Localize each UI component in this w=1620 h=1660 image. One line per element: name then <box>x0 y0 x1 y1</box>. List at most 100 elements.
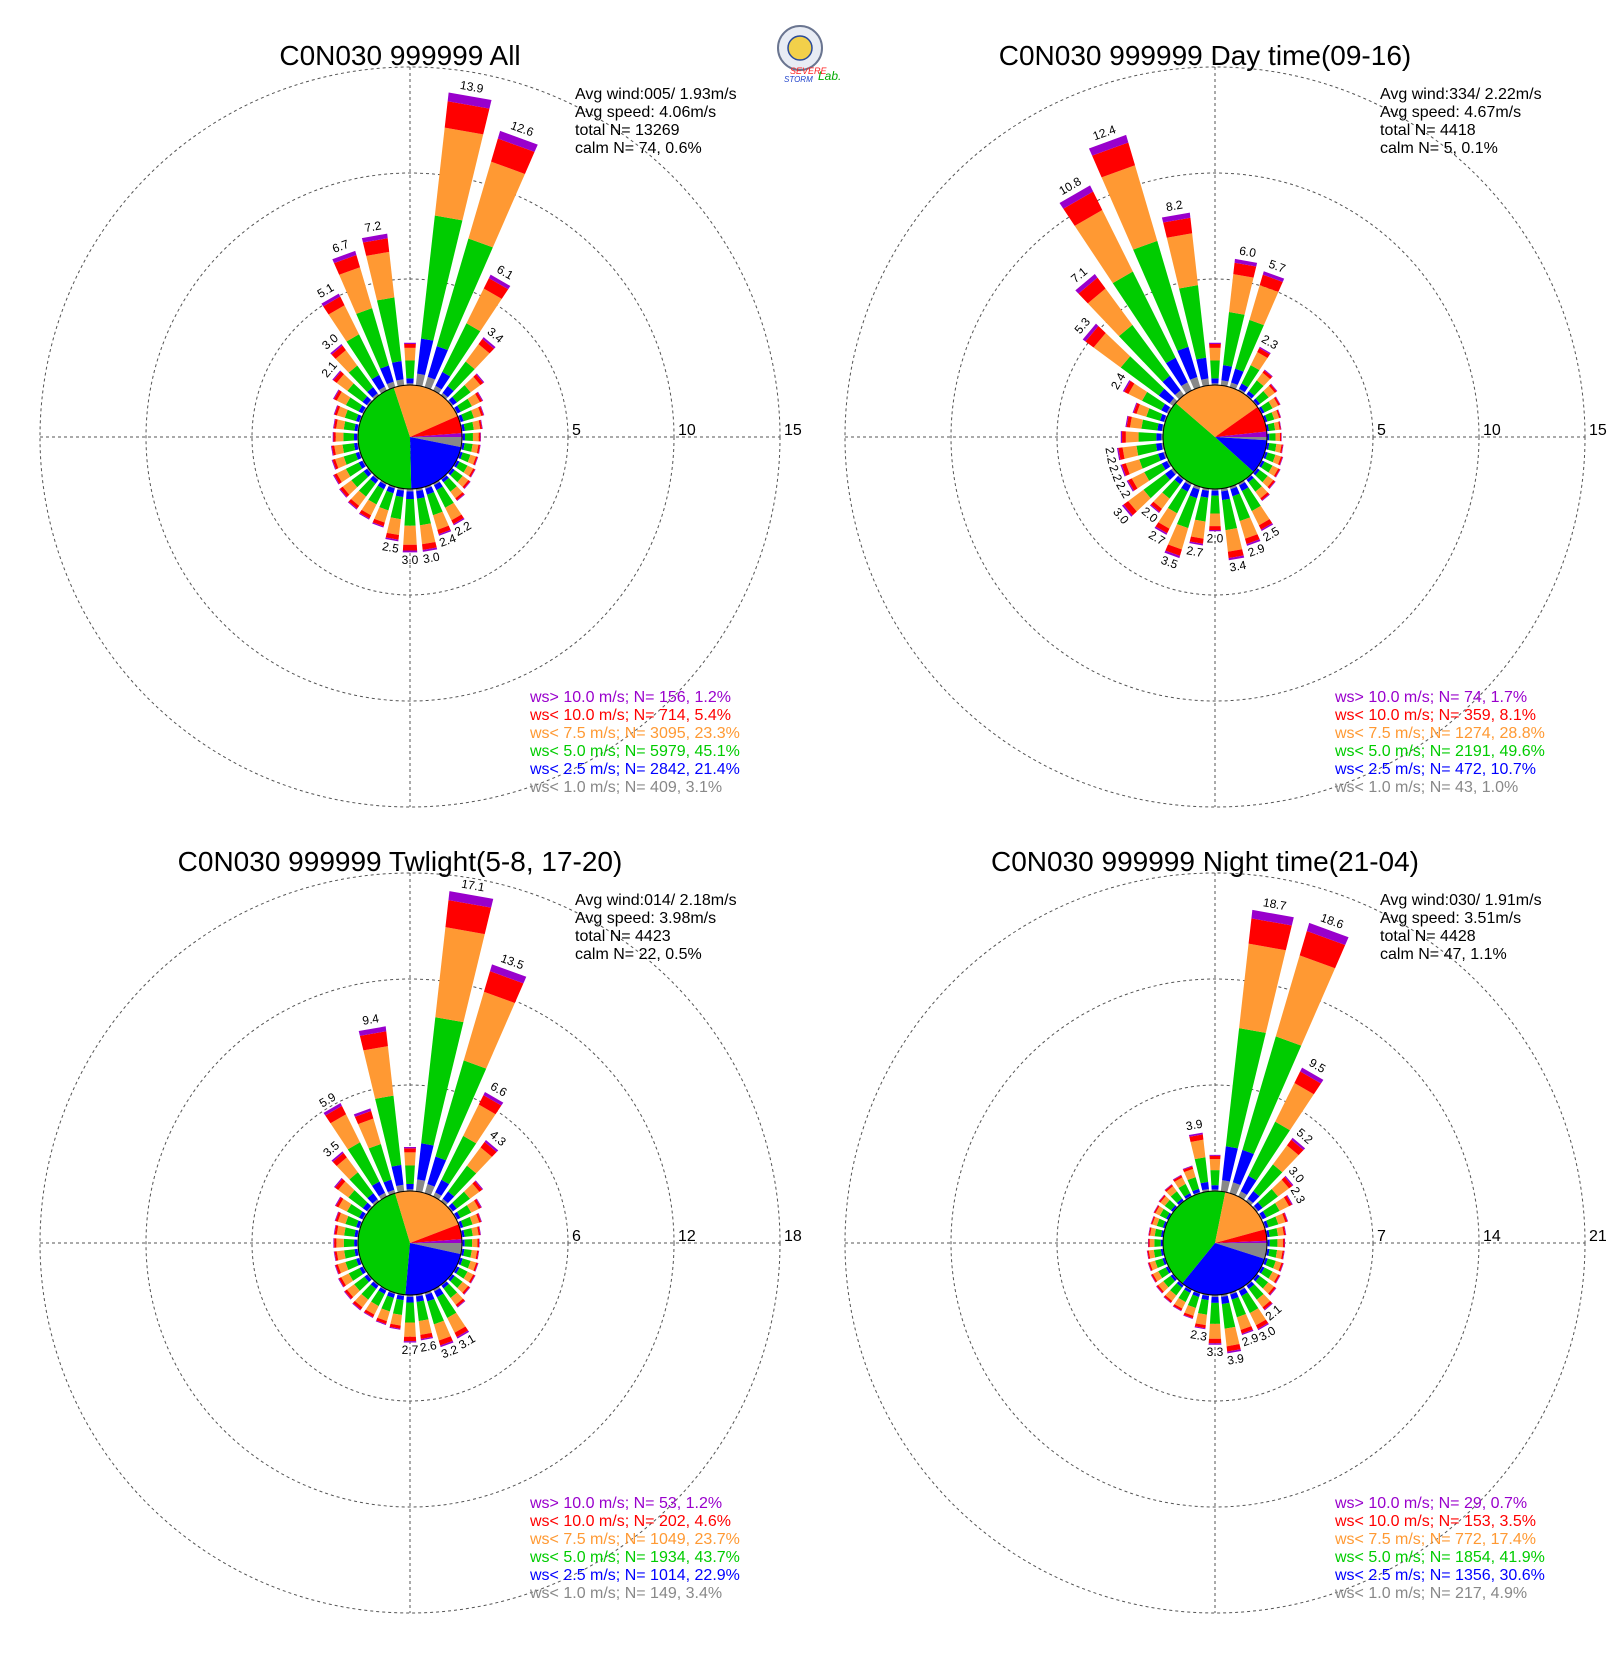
bar-segment <box>484 1140 499 1152</box>
bar-segment <box>1209 344 1221 348</box>
bar-segment <box>348 365 374 392</box>
bar-segment <box>367 1273 373 1280</box>
bar-segment <box>447 361 475 391</box>
direction-bar-100 <box>460 1248 480 1260</box>
bar-segment <box>471 1226 479 1236</box>
direction-bar-120 <box>453 1266 476 1284</box>
bar-segment <box>1163 217 1193 238</box>
bar-segment <box>1240 1175 1257 1195</box>
bar-segment <box>450 1292 464 1305</box>
bar-label: 6.7 <box>330 237 351 256</box>
bar-segment <box>352 1300 363 1310</box>
bar-segment <box>1279 456 1284 466</box>
ring-7 <box>1056 1084 1374 1402</box>
bar-segment <box>1228 555 1245 561</box>
bar-segment <box>336 391 351 406</box>
bar-segment <box>372 522 384 528</box>
direction-bar-240 <box>1150 1266 1172 1283</box>
info-total-n: total N= 4423 <box>575 928 671 945</box>
bar-segment <box>427 346 448 380</box>
bar-segment <box>1189 541 1204 546</box>
bar-segment <box>1201 1294 1210 1301</box>
bar-segment <box>1248 1121 1290 1181</box>
bar-segment <box>1275 396 1281 405</box>
bar-segment <box>1192 484 1201 490</box>
bar-segment <box>421 215 463 341</box>
bar-segment <box>1141 391 1165 411</box>
direction-bar-30: 2.3 <box>1238 332 1281 394</box>
bar-segment <box>457 1281 469 1293</box>
bar-segment <box>1184 1287 1192 1294</box>
bar-segment <box>338 1277 346 1287</box>
bar-segment <box>1181 382 1192 394</box>
bar-segment <box>419 523 436 545</box>
bar-segment <box>1225 1028 1266 1149</box>
bar-segment <box>1162 1257 1167 1265</box>
ring-label: 18 <box>784 1228 802 1245</box>
bar-segment <box>1112 271 1176 364</box>
bar-segment <box>1231 368 1244 385</box>
logo-text-lab: Lab. <box>818 69 841 83</box>
bar-segment <box>335 432 344 442</box>
direction-bar-90 <box>461 432 481 442</box>
bar-segment <box>472 1238 478 1248</box>
bar-segment <box>334 1177 343 1188</box>
bar-segment <box>386 517 401 536</box>
bar-segment <box>1166 1186 1177 1197</box>
bar-segment <box>404 347 416 361</box>
direction-bar-50 <box>1252 383 1278 407</box>
legend-entry: ws< 1.0 m/s; N= 409, 3.1% <box>529 779 722 796</box>
direction-bar-230 <box>343 1273 373 1300</box>
bar-segment <box>333 474 340 485</box>
bar-segment <box>336 1250 346 1261</box>
bar-segment <box>332 370 342 381</box>
bar-segment <box>334 1251 339 1261</box>
bar-segment <box>463 1228 473 1237</box>
ring-10 <box>950 172 1480 702</box>
direction-bar-210 <box>1172 1286 1192 1312</box>
bar-segment <box>1152 1271 1163 1282</box>
ring-label: 15 <box>784 422 802 439</box>
bar-segment <box>1275 1083 1314 1131</box>
bar-segment <box>344 409 359 422</box>
bar-segment <box>462 1285 470 1295</box>
bar-segment <box>1144 463 1166 481</box>
bar-segment <box>1163 1295 1173 1303</box>
bar-segment <box>1284 1175 1294 1186</box>
direction-bar-180: 2.7 <box>402 1294 419 1357</box>
bar-segment <box>1262 1282 1275 1294</box>
bar-segment <box>1255 390 1269 404</box>
bar-segment <box>1231 1297 1247 1318</box>
bar-segment <box>321 293 341 307</box>
bar-segment <box>354 1294 369 1308</box>
direction-bar-100 <box>460 442 481 454</box>
bar-segment <box>404 342 416 345</box>
bar-segment <box>478 419 483 430</box>
bar-segment <box>464 1239 473 1247</box>
pie-slice <box>410 1224 462 1243</box>
bar-label: 3.0 <box>422 550 441 567</box>
bar-label: 2.2 <box>1106 463 1125 484</box>
direction-bar-140: 2.1 <box>1245 1280 1285 1323</box>
bar-segment <box>1155 1258 1165 1269</box>
bar-segment <box>1136 443 1158 456</box>
legend-entry: ws< 5.0 m/s; N= 2191, 49.6% <box>1334 743 1545 760</box>
bar-segment <box>424 1290 432 1296</box>
pie-slice <box>395 1191 459 1243</box>
bar-segment <box>338 1278 344 1288</box>
bar-segment <box>366 1205 373 1213</box>
bar-segment <box>339 488 348 498</box>
bar-segment <box>1286 1139 1304 1156</box>
bar-segment <box>345 1216 359 1228</box>
bar-segment <box>1275 443 1282 453</box>
bar-segment <box>457 398 472 412</box>
bar-segment <box>1169 398 1178 407</box>
bar-segment <box>1245 1280 1252 1286</box>
bar-segment <box>1211 1296 1219 1303</box>
bar-segment <box>392 1299 404 1316</box>
direction-bar-350: 7.2 <box>361 218 405 387</box>
direction-bar-220 <box>347 474 380 510</box>
bar-segment <box>335 1264 341 1275</box>
bar-segment <box>420 1332 433 1339</box>
